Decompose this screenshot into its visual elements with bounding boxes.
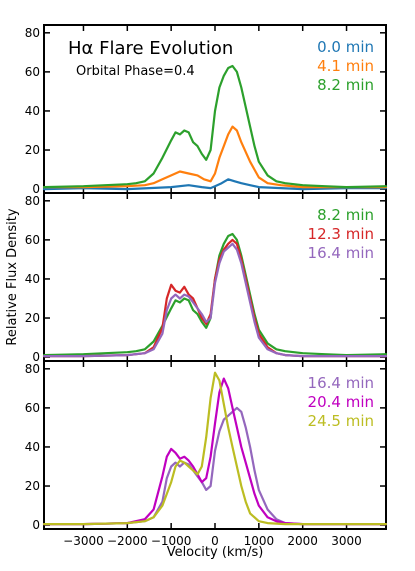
series-line (42, 406, 388, 526)
y-tick-label: 0 (32, 182, 40, 196)
y-tick-label: 60 (25, 401, 40, 415)
x-tick-label: −3000 (63, 534, 104, 548)
series-line (42, 377, 388, 526)
chart-title: Hα Flare Evolution (68, 38, 233, 59)
series-line (42, 125, 388, 189)
y-tick-label: 20 (25, 143, 40, 157)
x-tick-label: 2000 (287, 534, 318, 548)
panel-series (42, 232, 388, 358)
y-tick-label: 0 (32, 518, 40, 532)
series-line (42, 64, 388, 189)
y-tick-label: 80 (25, 362, 40, 376)
y-axis-label: Relative Flux Density (5, 208, 20, 345)
y-tick-label: 40 (25, 104, 40, 118)
panel-ticks: 0 20 40 60 80 (25, 25, 386, 196)
y-tick-label: 40 (25, 440, 40, 454)
x-tick-label: 0 (211, 534, 219, 548)
y-tick-label: 20 (25, 479, 40, 493)
legend-entry: 16.4 min (308, 374, 374, 392)
orbital-phase-annotation: Orbital Phase=0.4 (76, 64, 195, 79)
x-tick-label: −1000 (151, 534, 192, 548)
x-tick-labels: −3000 −2000 −1000 0 1000 2000 3000 (63, 534, 362, 548)
legend-entry: 4.1 min (317, 57, 374, 75)
y-tick-label: 60 (25, 233, 40, 247)
x-tick-label: −2000 (107, 534, 148, 548)
y-tick-label: 40 (25, 272, 40, 286)
series-line (42, 178, 388, 191)
x-tick-label: 1000 (244, 534, 275, 548)
legend-entry: 16.4 min (308, 244, 374, 262)
y-tick-label: 80 (25, 194, 40, 208)
series-line (42, 242, 388, 358)
series-line (42, 371, 388, 526)
panel-ticks: 0 20 40 60 80 (25, 361, 386, 532)
y-tick-label: 20 (25, 311, 40, 325)
legend-entry: 0.0 min (317, 38, 374, 56)
y-tick-label: 80 (25, 26, 40, 40)
panel-series (42, 64, 388, 191)
legend-entry: 24.5 min (308, 412, 374, 430)
x-axis-label: Velocity (km/s) (167, 545, 264, 560)
x-tick-label: 3000 (331, 534, 362, 548)
panel-series (42, 371, 388, 526)
y-tick-label: 0 (32, 350, 40, 364)
legend-entry: 12.3 min (308, 225, 374, 243)
legend-entry: 8.2 min (317, 76, 374, 94)
y-tick-label: 60 (25, 65, 40, 79)
legend-entry: 8.2 min (317, 206, 374, 224)
legend-entry: 20.4 min (308, 393, 374, 411)
